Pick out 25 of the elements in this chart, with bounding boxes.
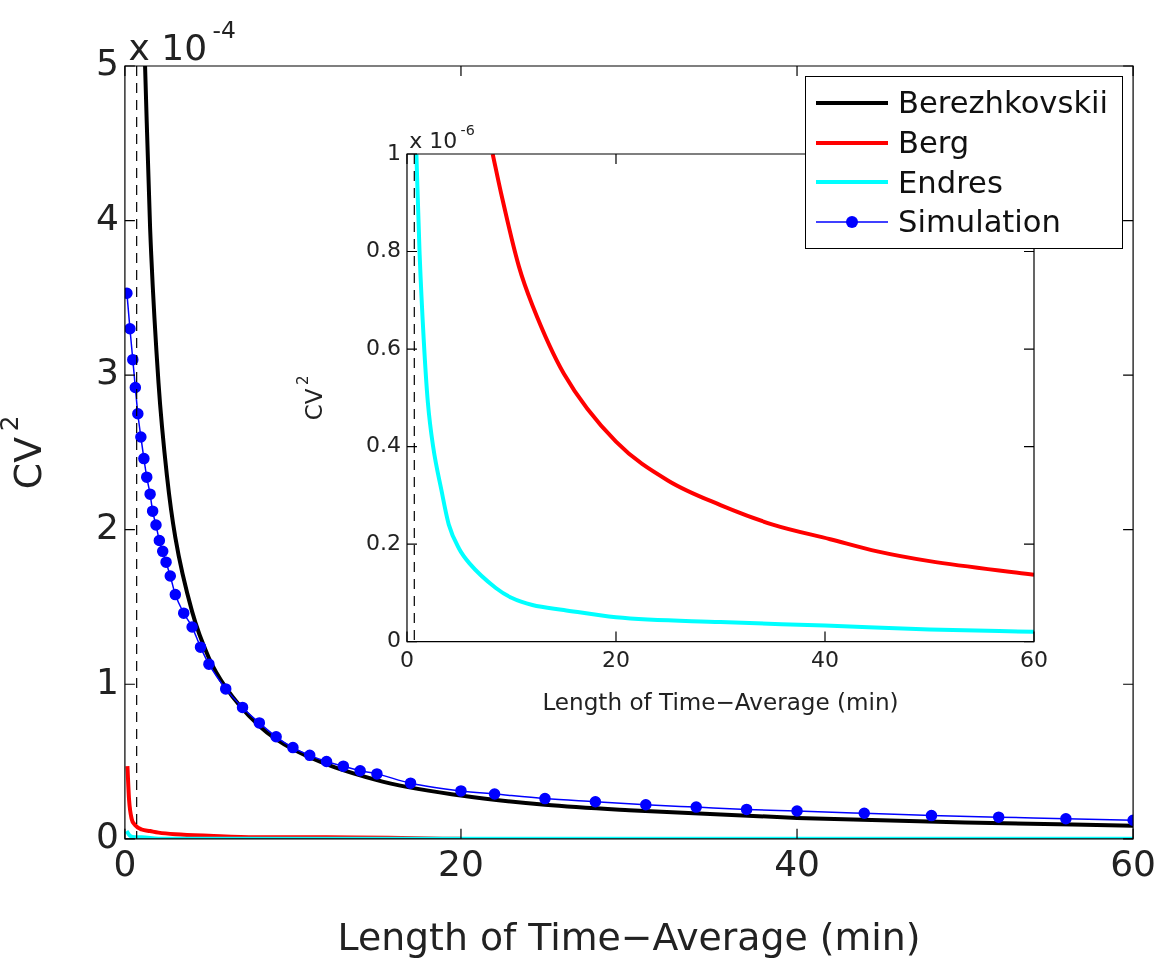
x-tick-label: 40: [774, 842, 820, 884]
y-tick-label: 0.2: [365, 529, 401, 555]
y-tick-label: 0.8: [365, 237, 401, 263]
y-tick-label: 5: [96, 42, 119, 84]
legend-label: Berezhkovskii: [898, 84, 1109, 122]
x-tick-label: 60: [1020, 646, 1048, 672]
legend-label: Berg: [898, 123, 970, 162]
x-tick-label: 20: [438, 842, 484, 884]
x-axis-title: Length of Time−Average (min): [542, 689, 899, 715]
y-tick-label: 3: [96, 351, 119, 393]
x-tick-label: 20: [601, 646, 630, 672]
x-tick-label: 40: [811, 646, 839, 672]
y-axis-title: CV2: [0, 415, 50, 490]
x-axis-title: Length of Time−Average (min): [337, 915, 921, 960]
y-tick-label: 1: [386, 139, 401, 165]
y-tick-label: 0.4: [365, 432, 401, 458]
y-tick-label: 2: [96, 506, 119, 548]
y-tick-label: 1: [96, 660, 119, 702]
y-tick-label: 0.6: [365, 334, 401, 360]
x-tick-label: 60: [1110, 842, 1156, 884]
legend-label: Endres: [898, 163, 1003, 202]
legend-label: Simulation: [898, 203, 1061, 242]
y-tick-label: 0: [386, 627, 401, 653]
y-tick-label: 4: [96, 196, 119, 238]
y-axis-title: CV2: [293, 375, 327, 421]
